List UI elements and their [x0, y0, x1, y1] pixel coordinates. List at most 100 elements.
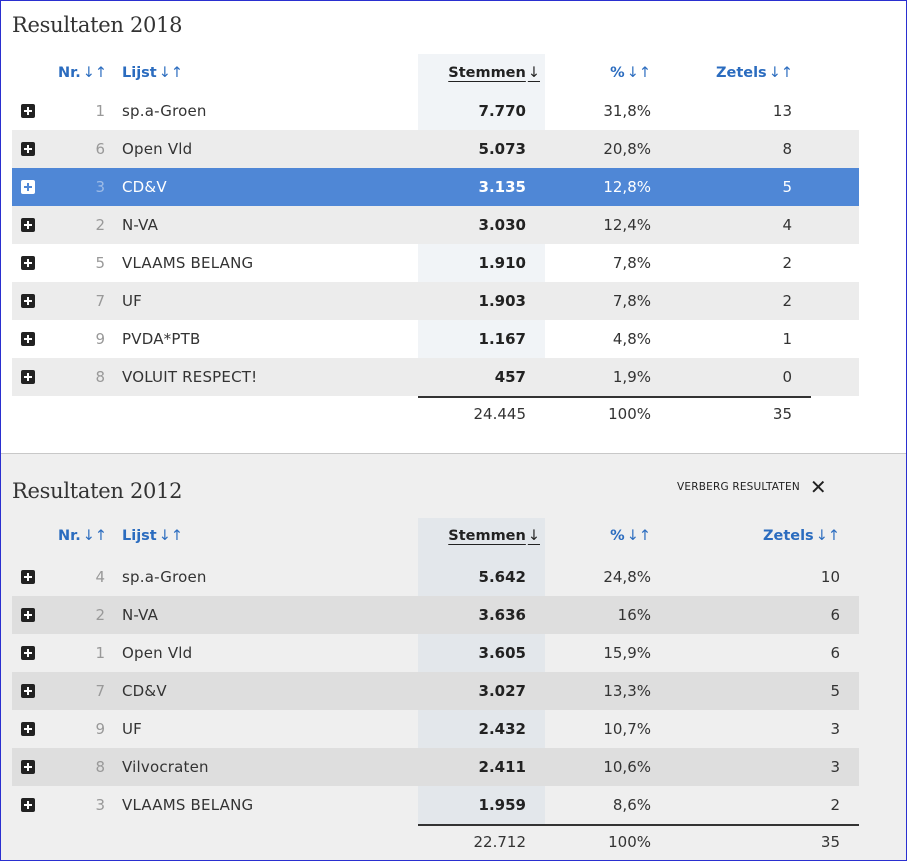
votes-value: 1.903 [478, 292, 526, 310]
table-row[interactable]: 9 UF 2.432 10,7% 3 [12, 710, 859, 748]
percentage-value: 7,8% [612, 254, 651, 272]
sort-stemmen-header[interactable]: Stemmen ↓ [448, 528, 540, 544]
seats-value: 6 [830, 644, 840, 662]
votes-value: 2.432 [478, 720, 526, 738]
expand-plus-icon[interactable] [21, 180, 35, 194]
sort-pct-header[interactable]: % ↓↑ [610, 65, 651, 81]
expand-plus-icon[interactable] [21, 570, 35, 584]
total-pct: 100% [608, 833, 651, 851]
total-stemmen: 24.445 [473, 405, 527, 423]
percentage-value: 1,9% [612, 368, 651, 386]
expand-plus-icon[interactable] [21, 684, 35, 698]
list-name: VOLUIT RESPECT! [122, 368, 258, 386]
list-number: 6 [95, 140, 105, 158]
expand-plus-icon[interactable] [21, 142, 35, 156]
seats-value: 1 [782, 330, 792, 348]
votes-value: 3.027 [478, 682, 526, 700]
seats-value: 3 [830, 720, 840, 738]
sort-stemmen-header[interactable]: Stemmen ↓ [448, 65, 540, 81]
expand-plus-icon[interactable] [21, 608, 35, 622]
sort-lijst-header[interactable]: Lijst ↓↑ [122, 65, 184, 81]
votes-value: 1.167 [478, 330, 526, 348]
total-divider [418, 824, 859, 826]
list-number: 5 [95, 254, 105, 272]
row-background [12, 748, 859, 786]
seats-value: 3 [830, 758, 840, 776]
table-row[interactable]: 8 VOLUIT RESPECT! 457 1,9% 0 [12, 358, 859, 396]
percentage-value: 24,8% [603, 568, 651, 586]
hide-results-button[interactable]: VERBERG RESULTATEN ✕ [677, 477, 827, 497]
list-name: N-VA [122, 606, 159, 624]
expand-plus-icon[interactable] [21, 104, 35, 118]
percentage-value: 10,6% [603, 758, 651, 776]
table-row[interactable]: 5 VLAAMS BELANG 1.910 7,8% 2 [12, 244, 859, 282]
percentage-value: 7,8% [612, 292, 651, 310]
sort-zetels-header[interactable]: Zetels ↓↑ [762, 528, 840, 544]
stemmen-cell-bg [418, 168, 545, 206]
row-background [12, 596, 859, 634]
expand-plus-icon[interactable] [21, 722, 35, 736]
seats-value: 5 [782, 178, 792, 196]
table-row[interactable]: 1 sp.a-Groen 7.770 31,8% 13 [12, 92, 859, 130]
expand-plus-icon[interactable] [21, 256, 35, 270]
expand-plus-icon[interactable] [21, 332, 35, 346]
total-zetels: 35 [820, 833, 840, 851]
expand-plus-icon[interactable] [21, 760, 35, 774]
table-row[interactable]: 2 N-VA 3.636 16% 6 [12, 596, 859, 634]
section-title: Resultaten 2018 [12, 13, 183, 37]
results-table: Nr. ↓↑ Lijst ↓↑ Stemmen ↓ % ↓↑ Zetels ↓↑ 4 sp.… [12, 518, 859, 861]
seats-value: 6 [830, 606, 840, 624]
seats-value: 8 [782, 140, 792, 158]
table-row[interactable]: 7 UF 1.903 7,8% 2 [12, 282, 859, 320]
results-2012-section: Resultaten 2012 VERBERG RESULTATEN ✕ Nr.… [1, 453, 906, 860]
list-number: 1 [95, 644, 105, 662]
row-background [12, 130, 859, 168]
expand-plus-icon[interactable] [21, 294, 35, 308]
list-name: N-VA [122, 216, 159, 234]
section-title: Resultaten 2012 [12, 479, 183, 503]
votes-value: 2.411 [478, 758, 526, 776]
votes-value: 3.636 [478, 606, 526, 624]
list-number: 9 [95, 720, 105, 738]
table-row[interactable]: 6 Open Vld 5.073 20,8% 8 [12, 130, 859, 168]
votes-value: 1.959 [478, 796, 526, 814]
list-number: 2 [95, 606, 105, 624]
table-row[interactable]: 1 Open Vld 3.605 15,9% 6 [12, 634, 859, 672]
expand-plus-icon[interactable] [21, 646, 35, 660]
results-table: Nr. ↓↑ Lijst ↓↑ Stemmen ↓ % ↓↑ Zetels ↓↑ 1 sp.… [12, 54, 859, 434]
list-number: 3 [95, 796, 105, 814]
table-row[interactable]: 4 sp.a-Groen 5.642 24,8% 10 [12, 558, 859, 596]
percentage-value: 13,3% [603, 682, 651, 700]
list-name: sp.a-Groen [122, 568, 207, 586]
seats-value: 5 [830, 682, 840, 700]
sort-lijst-header[interactable]: Lijst ↓↑ [122, 528, 184, 544]
percentage-value: 16% [617, 606, 651, 624]
table-row[interactable]: 8 Vilvocraten 2.411 10,6% 3 [12, 748, 859, 786]
expand-plus-icon[interactable] [21, 218, 35, 232]
sort-nr-header[interactable]: Nr. ↓↑ [58, 65, 108, 81]
list-number: 3 [95, 178, 105, 196]
percentage-value: 12,8% [603, 178, 651, 196]
total-zetels: 35 [772, 405, 792, 423]
table-row[interactable]: 7 CD&V 3.027 13,3% 5 [12, 672, 859, 710]
seats-value: 4 [782, 216, 792, 234]
seats-value: 10 [820, 568, 840, 586]
expand-plus-icon[interactable] [21, 370, 35, 384]
sort-pct-header[interactable]: % ↓↑ [610, 528, 651, 544]
table-row[interactable]: 3 CD&V 3.135 12,8% 5 [12, 168, 859, 206]
list-name: Open Vld [122, 140, 193, 158]
table-row[interactable]: 9 PVDA*PTB 1.167 4,8% 1 [12, 320, 859, 358]
expand-plus-icon[interactable] [21, 798, 35, 812]
seats-value: 2 [782, 292, 792, 310]
list-number: 2 [95, 216, 105, 234]
total-pct: 100% [608, 405, 651, 423]
sort-nr-header[interactable]: Nr. ↓↑ [58, 528, 108, 544]
list-number: 8 [95, 368, 105, 386]
hide-results-label: VERBERG RESULTATEN [677, 481, 800, 493]
seats-value: 2 [830, 796, 840, 814]
table-row[interactable]: 2 N-VA 3.030 12,4% 4 [12, 206, 859, 244]
percentage-value: 12,4% [603, 216, 651, 234]
votes-value: 3.605 [478, 644, 526, 662]
sort-zetels-header[interactable]: Zetels ↓↑ [715, 65, 793, 81]
table-row[interactable]: 3 VLAAMS BELANG 1.959 8,6% 2 [12, 786, 859, 824]
